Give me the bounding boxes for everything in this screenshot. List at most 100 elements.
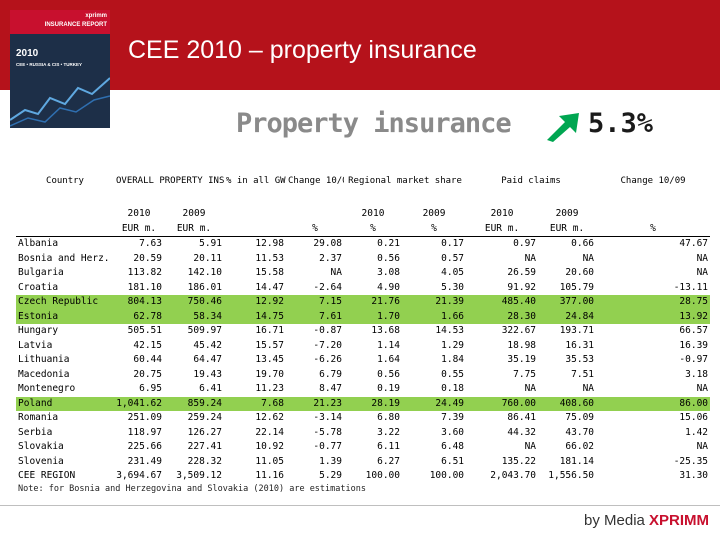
gwp-2010-cell: 6.95 bbox=[139, 383, 162, 395]
gwp-2009-cell: 58.34 bbox=[164, 309, 224, 324]
claims-change-cell: 3.18 bbox=[685, 368, 709, 380]
gwp-2009-cell: 750.46 bbox=[164, 295, 224, 310]
share-2009-cell: 1.84 bbox=[441, 354, 465, 366]
table-row: Bosnia and Herz. 20.59 20.11 11.53 2.37 0.56 0… bbox=[16, 252, 710, 267]
year-2009: 2009 bbox=[555, 207, 579, 219]
claims-change-cell: NA bbox=[696, 441, 709, 453]
share-2010-cell: 28.19 bbox=[344, 396, 402, 411]
share-2009-cell: 21.39 bbox=[402, 295, 467, 310]
gwp-2010-cell: 113.82 bbox=[127, 267, 162, 279]
share-2009-cell: 7.39 bbox=[441, 412, 465, 424]
gwp-2010-cell: 62.78 bbox=[114, 309, 164, 324]
share-2009-cell: 1.29 bbox=[441, 339, 465, 351]
gwp-2010-cell: 251.09 bbox=[127, 412, 162, 424]
country-cell: Latvia bbox=[18, 339, 53, 351]
change-cell: -2.64 bbox=[313, 281, 342, 293]
change-cell: 8.47 bbox=[319, 383, 342, 395]
gwp-2009-cell: 142.10 bbox=[187, 267, 222, 279]
gwp-2010-cell: 3,694.67 bbox=[116, 470, 162, 482]
unit-pct: % bbox=[650, 222, 656, 234]
unit-pct: % bbox=[370, 222, 376, 234]
claims-change-cell: 66.57 bbox=[679, 325, 709, 337]
cover-report-title: INSURANCE REPORT bbox=[44, 22, 107, 28]
country-cell: Romania bbox=[18, 412, 59, 424]
header-country: Country bbox=[46, 175, 84, 186]
share-2010-cell: 4.90 bbox=[377, 281, 400, 293]
gwp-2009-cell: 19.43 bbox=[193, 368, 222, 380]
claims-2010-cell: 28.30 bbox=[466, 309, 539, 324]
claims-2010-cell: 35.19 bbox=[507, 354, 537, 366]
pct-all-gwp-cell: 22.14 bbox=[255, 426, 284, 438]
change-cell: 7.61 bbox=[286, 309, 344, 324]
claims-change-cell: 47.67 bbox=[596, 236, 711, 252]
claims-change-cell: NA bbox=[696, 267, 709, 279]
unit-eur: EUR m. bbox=[176, 222, 212, 234]
gwp-2009-cell: 64.47 bbox=[193, 354, 222, 366]
table-row: Czech Republic 804.13 750.46 12.92 7.15 21.76… bbox=[16, 295, 711, 310]
table-row: Lithuania 60.44 64.47 13.45 -6.26 1.64 1.84 35.… bbox=[16, 353, 710, 368]
up-arrow-icon bbox=[547, 113, 579, 142]
claims-2009-cell: 105.79 bbox=[559, 281, 595, 293]
share-2010-cell: 6.27 bbox=[377, 455, 400, 467]
table-row: CEE REGION 3,694.67 3,509.12 11.16 5.29 100.0… bbox=[16, 469, 710, 484]
share-2009-cell: 0.18 bbox=[441, 383, 465, 395]
claims-2010-cell: 26.59 bbox=[507, 267, 537, 279]
change-cell: -6.26 bbox=[313, 354, 342, 366]
pct-all-gwp-cell: 11.23 bbox=[255, 383, 284, 395]
cover-brand: xprimm INSURANCE REPORT bbox=[10, 10, 110, 34]
claims-change-cell: 1.42 bbox=[685, 426, 709, 438]
country-cell: Croatia bbox=[18, 281, 59, 293]
year-row: 2010 2009 2010 2009 2010 2009 bbox=[16, 206, 710, 221]
claims-change-cell: NA bbox=[696, 252, 709, 264]
gwp-2010-cell: 181.10 bbox=[127, 281, 162, 293]
claims-change-cell: -13.11 bbox=[673, 281, 709, 293]
share-2009-cell: 4.05 bbox=[441, 267, 465, 279]
share-2009-cell: 6.48 bbox=[441, 441, 465, 453]
claims-2009-cell: 377.00 bbox=[538, 295, 597, 310]
change-cell: 1.39 bbox=[319, 455, 342, 467]
change-cell: 5.29 bbox=[319, 470, 342, 482]
country-cell: Poland bbox=[16, 396, 114, 411]
pct-all-gwp-cell: 15.57 bbox=[255, 339, 284, 351]
header-change: Change 10/09 bbox=[288, 175, 344, 186]
table-row: Slovakia 225.66 227.41 10.92 -0.77 6.11 6.48 NA… bbox=[16, 440, 710, 455]
gwp-2010-cell: 231.49 bbox=[127, 455, 162, 467]
table-body: Albania 7.63 5.91 12.98 29.08 0.21 0.17 0.97 0.6… bbox=[16, 236, 711, 484]
share-2010-cell: 3.08 bbox=[377, 267, 400, 279]
change-cell: -0.87 bbox=[313, 325, 342, 337]
share-2010-cell: 0.21 bbox=[344, 236, 402, 252]
share-2009-cell: 6.51 bbox=[441, 455, 465, 467]
claims-change-cell: 16.39 bbox=[679, 339, 709, 351]
cover-year: 2010 bbox=[16, 48, 39, 59]
country-cell: Serbia bbox=[18, 426, 53, 438]
gwp-2010-cell: 1,041.62 bbox=[114, 396, 164, 411]
unit-eur: EUR m. bbox=[484, 222, 520, 234]
claims-2009-cell: 43.70 bbox=[565, 426, 595, 438]
pct-all-gwp-cell: 14.75 bbox=[224, 309, 286, 324]
share-2009-cell: 0.17 bbox=[402, 236, 467, 252]
footer-divider bbox=[0, 505, 720, 506]
header-claims-change: Change 10/09 bbox=[620, 175, 686, 186]
claims-2010-cell: 18.98 bbox=[507, 339, 537, 351]
claims-2010-cell: NA bbox=[524, 252, 537, 264]
year-2010: 2010 bbox=[127, 207, 151, 219]
claims-2010-cell: 7.75 bbox=[513, 368, 537, 380]
share-2009-cell: 0.55 bbox=[441, 368, 465, 380]
country-cell: Bosnia and Herz. bbox=[18, 252, 110, 264]
table-row: Macedonia 20.75 19.43 19.70 6.79 0.56 0.55 7.75… bbox=[16, 368, 710, 383]
claims-2009-cell: 181.14 bbox=[559, 455, 595, 467]
claims-change-cell: -25.35 bbox=[673, 455, 709, 467]
unit-eur: EUR m. bbox=[549, 222, 585, 234]
cover-subtitle: CEE • RUSSIA & CIS • TURKEY bbox=[16, 62, 82, 67]
claims-2010-cell: 135.22 bbox=[501, 455, 537, 467]
claims-change-cell: 28.75 bbox=[596, 295, 711, 310]
change-cell: 29.08 bbox=[286, 236, 344, 252]
claims-2009-cell: NA bbox=[582, 252, 595, 264]
share-2010-cell: 1.64 bbox=[377, 354, 400, 366]
gwp-2010-cell: 20.75 bbox=[133, 368, 162, 380]
gwp-2010-cell: 505.51 bbox=[127, 325, 162, 337]
country-cell: Albania bbox=[16, 236, 114, 252]
change-cell: 21.23 bbox=[286, 396, 344, 411]
header-paid-claims: Paid claims bbox=[501, 175, 561, 186]
header-overall-gwp: OVERALL PROPERTY INSURANCE GWP bbox=[116, 175, 224, 186]
